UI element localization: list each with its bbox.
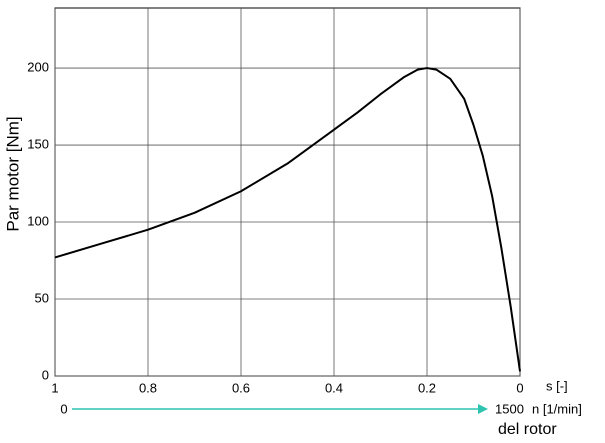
speed-arrow-head	[478, 404, 488, 414]
x-tick-label: 1	[51, 380, 58, 395]
x-tick-label: 0.6	[232, 380, 250, 395]
speed-end: 1500	[495, 401, 524, 416]
y-axis-label: Par motor [Nm]	[3, 116, 22, 231]
x-tick-label: 0.4	[325, 380, 343, 395]
speed-label: n [1/min]	[532, 401, 582, 416]
y-tick-label: 100	[27, 213, 49, 228]
plot-frame	[54, 7, 521, 377]
x-tick-label: 0.2	[418, 380, 436, 395]
speed-sublabel: del rotor	[498, 421, 557, 438]
x-axis-label: s [-]	[546, 378, 568, 393]
speed-start: 0	[60, 401, 67, 416]
y-tick-label: 50	[35, 290, 49, 305]
curve	[54, 67, 521, 372]
y-tick-label: 200	[27, 59, 49, 74]
y-tick-label: 150	[27, 136, 49, 151]
x-tick-label: 0.8	[139, 380, 157, 395]
y-tick-label: 0	[42, 367, 49, 382]
x-tick-label: 0	[516, 380, 523, 395]
